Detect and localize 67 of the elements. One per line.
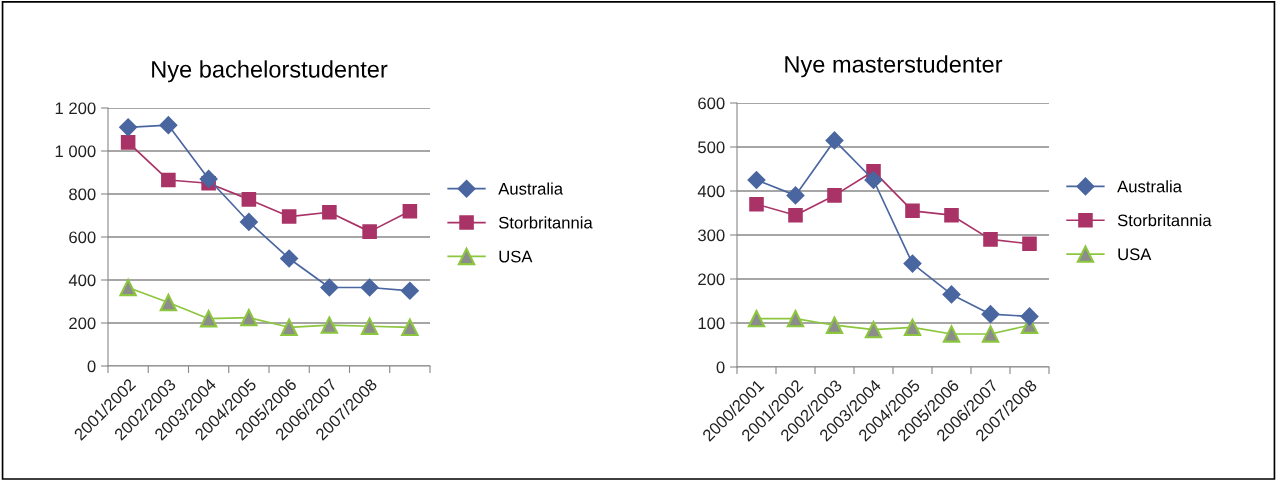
point bbox=[749, 196, 764, 212]
y-tick-label: 0 bbox=[716, 361, 725, 374]
point bbox=[903, 318, 922, 337]
y-tick-label: 800 bbox=[69, 188, 96, 201]
y-tick-label: 200 bbox=[698, 273, 725, 286]
point bbox=[241, 192, 257, 207]
point bbox=[360, 278, 379, 297]
point bbox=[120, 135, 136, 150]
point bbox=[320, 316, 339, 334]
chart-title: Nye bachelorstudenter bbox=[152, 60, 388, 83]
point bbox=[1022, 236, 1037, 252]
point bbox=[199, 170, 218, 188]
y-tick-label: 600 bbox=[698, 97, 725, 110]
point bbox=[280, 318, 298, 336]
point bbox=[402, 203, 418, 219]
point bbox=[905, 203, 920, 219]
point bbox=[159, 116, 178, 135]
point bbox=[360, 317, 379, 335]
y-tick-label: 300 bbox=[698, 229, 725, 242]
legend-label: Storbritannia bbox=[1117, 214, 1212, 227]
point bbox=[320, 278, 339, 297]
point bbox=[825, 131, 844, 150]
point bbox=[400, 281, 419, 300]
point bbox=[786, 186, 805, 205]
point bbox=[281, 209, 297, 224]
legend-label: Australia bbox=[498, 182, 564, 195]
legend-label: USA bbox=[1118, 248, 1152, 261]
point bbox=[825, 316, 844, 334]
chart-title: Nye masterstudenter bbox=[785, 55, 1003, 78]
point bbox=[864, 320, 883, 339]
point bbox=[239, 213, 258, 231]
point bbox=[401, 318, 419, 336]
point bbox=[864, 171, 883, 189]
legend-label: USA bbox=[499, 250, 533, 263]
y-tick-label: 1 000 bbox=[55, 145, 96, 158]
y-tick-label: 500 bbox=[698, 141, 725, 154]
y-tick-label: 200 bbox=[69, 317, 96, 330]
point bbox=[747, 171, 766, 189]
point bbox=[362, 224, 377, 239]
point bbox=[942, 325, 961, 343]
y-tick-label: 400 bbox=[697, 185, 725, 198]
point bbox=[159, 293, 178, 312]
point bbox=[788, 207, 803, 223]
y-tick-label: 0 bbox=[87, 360, 96, 373]
y-tick-label: 1 200 bbox=[55, 102, 96, 115]
point bbox=[981, 305, 1000, 324]
legend-label: Australia bbox=[1117, 180, 1182, 193]
point bbox=[322, 204, 337, 220]
point bbox=[942, 285, 961, 304]
point bbox=[240, 308, 258, 327]
point bbox=[747, 309, 766, 328]
point bbox=[903, 254, 922, 273]
point bbox=[983, 232, 998, 247]
point bbox=[944, 207, 959, 223]
point bbox=[1020, 307, 1039, 326]
point bbox=[119, 118, 138, 137]
y-tick-label: 100 bbox=[698, 317, 725, 330]
point bbox=[827, 188, 842, 203]
point bbox=[981, 325, 1000, 343]
point bbox=[161, 172, 176, 188]
point bbox=[199, 310, 218, 328]
point bbox=[280, 249, 299, 268]
legend-label: Storbritannia bbox=[498, 216, 593, 229]
point bbox=[786, 309, 805, 328]
point bbox=[119, 278, 137, 297]
y-tick-label: 400 bbox=[68, 274, 96, 287]
y-tick-label: 600 bbox=[69, 231, 96, 244]
